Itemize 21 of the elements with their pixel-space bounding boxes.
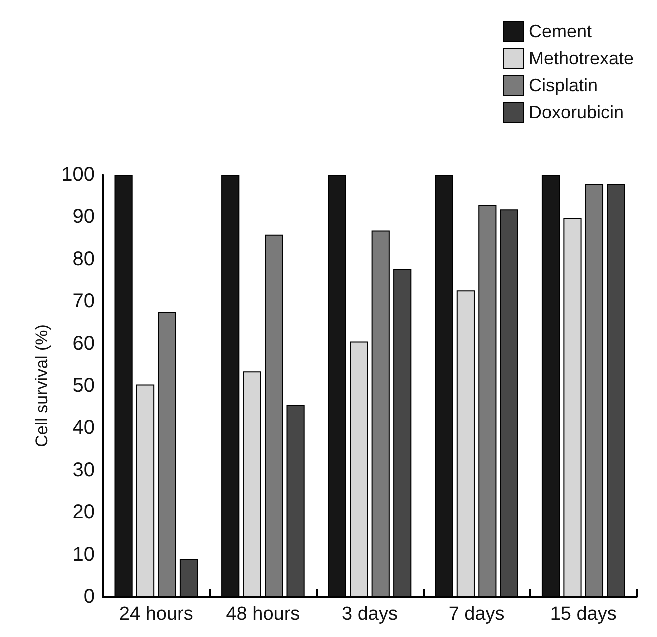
- legend-label: Cement: [528, 22, 592, 42]
- y-axis-title: Cell survival (%): [32, 324, 52, 448]
- x-tick-label: 48 hours: [226, 604, 300, 625]
- y-tick-label: 40: [72, 417, 95, 440]
- y-tick-label: 30: [72, 459, 95, 482]
- x-tick-label: 7 days: [448, 604, 505, 625]
- x-tick-label: 3 days: [342, 604, 398, 625]
- legend-label: Methotrexate: [528, 48, 634, 68]
- y-tick-label: 90: [72, 206, 95, 228]
- y-tick-label: 10: [72, 544, 95, 566]
- legend-label: Doxorubicin: [528, 102, 624, 122]
- y-tick-label: 70: [72, 290, 95, 313]
- x-tick-label: 15 days: [550, 604, 617, 625]
- y-tick-label: 0: [84, 586, 95, 608]
- y-tick-label: 80: [72, 248, 95, 270]
- y-tick-label: 100: [62, 164, 95, 186]
- y-tick-label: 50: [72, 375, 95, 397]
- x-tick-label: 24 hours: [119, 604, 194, 625]
- legend-label: Cisplatin: [528, 76, 598, 96]
- y-tick-label: 60: [72, 332, 95, 355]
- y-tick-label: 20: [72, 502, 95, 524]
